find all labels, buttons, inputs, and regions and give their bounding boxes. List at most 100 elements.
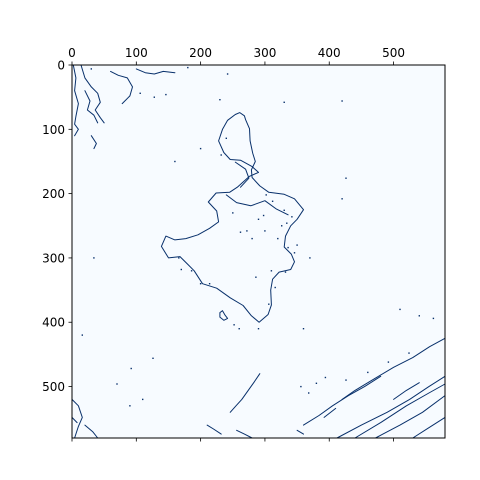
edge-speck — [270, 270, 273, 272]
edge-speck — [190, 270, 193, 272]
edge-speck — [399, 308, 401, 311]
edge-path-bottom-right-5 — [303, 375, 382, 426]
edge-speck — [239, 231, 242, 233]
edge-specks — [81, 66, 435, 407]
edge-speck — [287, 246, 289, 249]
edge-path-top-left-3 — [110, 70, 133, 105]
edge-path-bottom-right-3 — [375, 395, 446, 439]
y-axis-ticks: 0 100 200 300 400 500 — [42, 59, 72, 394]
edge-speck — [315, 382, 318, 384]
edge-speck — [81, 334, 83, 336]
x-tick-label: 400 — [318, 46, 341, 60]
edge-speck — [208, 283, 211, 285]
edge-speck — [341, 100, 343, 102]
edge-speck — [418, 315, 420, 317]
edge-speck — [262, 214, 265, 217]
edge-path-top-left-5 — [135, 68, 176, 75]
edge-path-blob-inner-1 — [225, 194, 289, 216]
edge-paths — [71, 64, 446, 439]
edge-path-bottom-mid-4 — [296, 429, 304, 435]
edge-speck — [296, 244, 298, 246]
edge-speck — [116, 383, 118, 385]
edge-speck — [308, 392, 310, 394]
edge-speck — [93, 257, 95, 259]
edge-path-top-left-4 — [84, 90, 99, 124]
edge-speck — [199, 283, 202, 285]
edge-speck — [251, 237, 253, 240]
edge-path-bottom-left-2 — [84, 424, 99, 439]
x-tick-label: 300 — [253, 46, 276, 60]
edge-path-bottom-mid-2 — [236, 429, 253, 439]
edge-speck — [281, 225, 283, 227]
edge-speck — [233, 324, 235, 326]
edge-speck — [219, 99, 221, 101]
edge-path-bottom-right-7 — [323, 407, 337, 418]
edge-speck — [178, 257, 180, 259]
y-tick-label: 300 — [42, 251, 65, 265]
edge-speck — [277, 237, 279, 240]
edge-speck — [90, 68, 92, 70]
edge-speck — [283, 101, 285, 103]
edge-speck — [286, 222, 288, 224]
edge-speck — [232, 212, 234, 214]
edge-path-bottom-right-8 — [393, 382, 420, 400]
edge-speck — [255, 276, 257, 278]
edge-speck — [187, 66, 189, 69]
edge-speck — [226, 73, 229, 75]
x-tick-label: 200 — [189, 46, 212, 60]
edge-speck — [300, 385, 302, 388]
edge-speck — [283, 209, 285, 211]
edge-speck — [174, 160, 176, 163]
edge-speck — [139, 92, 141, 94]
edge-speck — [324, 376, 327, 379]
x-tick-label: 500 — [382, 46, 405, 60]
edge-speck — [432, 317, 435, 320]
edge-speck — [238, 328, 240, 330]
edge-path-bottom-right-6 — [341, 337, 446, 400]
edge-speck — [291, 216, 293, 218]
edge-speck — [345, 177, 347, 179]
edge-path-bottom-right-4 — [412, 416, 446, 439]
edge-path-central-blob — [160, 112, 304, 323]
edge-speck — [309, 257, 311, 259]
edge-speck — [271, 200, 274, 202]
edge-speck — [367, 371, 369, 374]
edge-path-bottom-mid-3 — [206, 424, 222, 435]
edge-speck — [265, 194, 267, 196]
edge-speck — [264, 230, 266, 232]
y-tick-label: 100 — [42, 123, 65, 137]
edge-path-top-left-1 — [72, 64, 79, 137]
edge-path-bottom-mid-1 — [229, 373, 261, 413]
edge-speck — [257, 218, 260, 220]
edge-speck — [246, 230, 248, 232]
y-tick-label: 200 — [42, 187, 65, 201]
x-tick-label: 100 — [125, 46, 148, 60]
edge-speck — [268, 303, 270, 305]
edge-path-top-left-2 — [80, 64, 105, 124]
edge-path-bottom-left-3 — [71, 416, 78, 424]
axes-frame — [71, 64, 446, 439]
edge-speck — [257, 328, 260, 330]
x-tick-label: 0 — [68, 46, 76, 60]
edge-speck — [387, 361, 390, 363]
image-area — [71, 64, 446, 439]
y-tick-label: 400 — [42, 316, 65, 330]
edge-speck — [284, 271, 287, 273]
edge-speck — [225, 137, 227, 139]
x-axis-ticks: 0 100 200 300 400 500 — [68, 46, 405, 442]
edge-speck — [199, 147, 202, 150]
edge-speck — [293, 252, 296, 254]
edge-speck — [220, 154, 222, 156]
edge-speck — [129, 405, 131, 407]
edge-path-bottom-right-2 — [354, 383, 446, 439]
image-background — [72, 65, 445, 438]
edge-path-bottom-left-1 — [71, 398, 83, 439]
y-tick-label: 500 — [42, 380, 65, 394]
edge-speck — [180, 268, 182, 271]
edge-speck — [408, 352, 410, 354]
edge-speck — [130, 367, 132, 370]
edge-speck — [153, 96, 155, 98]
edge-speck — [302, 328, 305, 330]
edge-speck — [274, 286, 276, 289]
